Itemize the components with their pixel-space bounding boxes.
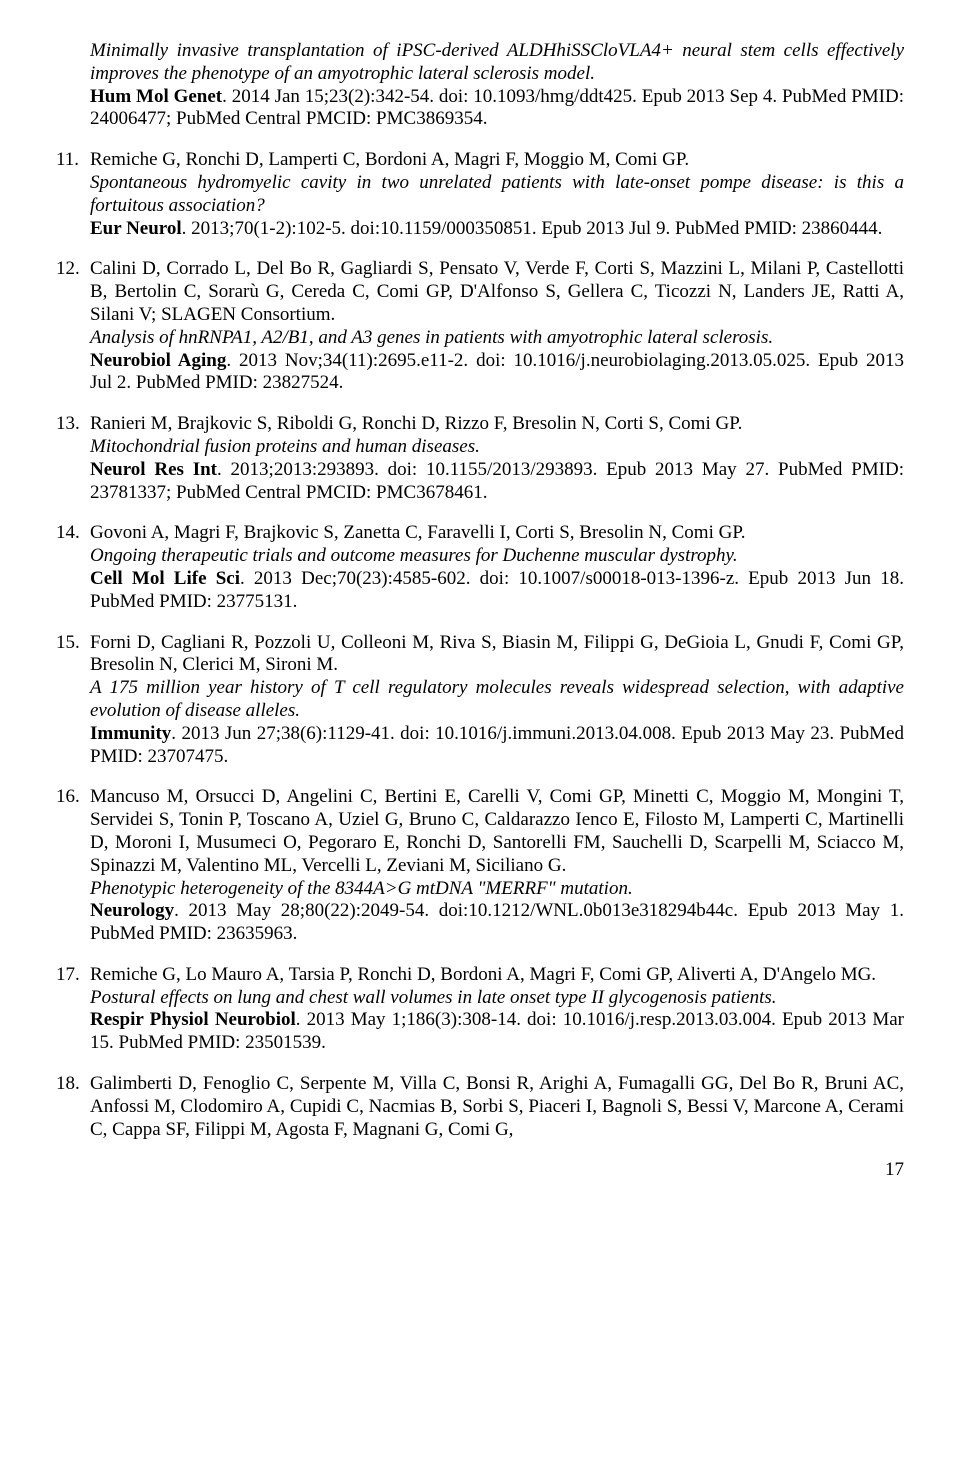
reference-journal: Immunity [90, 723, 171, 744]
reference-authors: Remiche G, Lo Mauro A, Tarsia P, Ronchi … [90, 964, 876, 985]
reference-body: Galimberti D, Fenoglio C, Serpente M, Vi… [90, 1073, 904, 1141]
reference-number: 15. [56, 632, 90, 769]
reference-item: 14.Govoni A, Magri F, Brajkovic S, Zanet… [56, 522, 904, 613]
reference-authors: Govoni A, Magri F, Brajkovic S, Zanetta … [90, 522, 746, 543]
reference-journal: Respir Physiol Neurobiol [90, 1009, 296, 1030]
reference-number: 14. [56, 522, 90, 613]
reference-body: Remiche G, Lo Mauro A, Tarsia P, Ronchi … [90, 964, 904, 1055]
reference-title: Analysis of hnRNPA1, A2/B1, and A3 genes… [90, 327, 773, 348]
reference-authors: Ranieri M, Brajkovic S, Riboldi G, Ronch… [90, 413, 742, 434]
page-number: 17 [56, 1159, 904, 1182]
reference-citation: . 2013 Jun 27;38(6):1129-41. doi: 10.101… [90, 723, 904, 767]
reference-authors: Calini D, Corrado L, Del Bo R, Gagliardi… [90, 258, 904, 325]
reference-body: Remiche G, Ronchi D, Lamperti C, Bordoni… [90, 149, 904, 240]
reference-citation: . 2013;70(1-2):102-5. doi:10.1159/000350… [182, 218, 883, 239]
journal-bold: Hum Mol Genet [90, 86, 222, 107]
reference-item: 13.Ranieri M, Brajkovic S, Riboldi G, Ro… [56, 413, 904, 504]
reference-citation: . 2013 May 28;80(22):2049-54. doi:10.121… [90, 900, 904, 944]
reference-body: Ranieri M, Brajkovic S, Riboldi G, Ronch… [90, 413, 904, 504]
reference-number: 17. [56, 964, 90, 1055]
reference-authors: Forni D, Cagliani R, Pozzoli U, Colleoni… [90, 632, 904, 676]
reference-title: Ongoing therapeutic trials and outcome m… [90, 545, 738, 566]
title-italic: Minimally invasive transplantation of iP… [90, 40, 904, 84]
reference-number: 16. [56, 786, 90, 946]
reference-journal: Neurol Res Int [90, 459, 217, 480]
reference-item: 15.Forni D, Cagliani R, Pozzoli U, Colle… [56, 632, 904, 769]
reference-title: Spontaneous hydromyelic cavity in two un… [90, 172, 904, 216]
reference-authors: Galimberti D, Fenoglio C, Serpente M, Vi… [90, 1073, 904, 1140]
reference-body: Govoni A, Magri F, Brajkovic S, Zanetta … [90, 522, 904, 613]
reference-item: 17.Remiche G, Lo Mauro A, Tarsia P, Ronc… [56, 964, 904, 1055]
reference-item: 18.Galimberti D, Fenoglio C, Serpente M,… [56, 1073, 904, 1141]
reference-body: Forni D, Cagliani R, Pozzoli U, Colleoni… [90, 632, 904, 769]
reference-journal: Neurobiol Aging [90, 350, 226, 371]
reference-number: 18. [56, 1073, 90, 1141]
reference-journal: Cell Mol Life Sci [90, 568, 240, 589]
reference-item: 12.Calini D, Corrado L, Del Bo R, Gaglia… [56, 258, 904, 395]
reference-number: 11. [56, 149, 90, 240]
reference-continuation: Minimally invasive transplantation of iP… [56, 40, 904, 131]
reference-title: Mitochondrial fusion proteins and human … [90, 436, 480, 457]
reference-number: 12. [56, 258, 90, 395]
reference-body: Calini D, Corrado L, Del Bo R, Gagliardi… [90, 258, 904, 395]
reference-title: Phenotypic heterogeneity of the 8344A>G … [90, 878, 633, 899]
reference-authors: Mancuso M, Orsucci D, Angelini C, Bertin… [90, 786, 904, 875]
reference-number: 13. [56, 413, 90, 504]
reference-body: Mancuso M, Orsucci D, Angelini C, Bertin… [90, 786, 904, 946]
reference-item: 11.Remiche G, Ronchi D, Lamperti C, Bord… [56, 149, 904, 240]
reference-journal: Neurology [90, 900, 174, 921]
reference-journal: Eur Neurol [90, 218, 182, 239]
reference-item: 16.Mancuso M, Orsucci D, Angelini C, Ber… [56, 786, 904, 946]
reference-title: A 175 million year history of T cell reg… [90, 677, 904, 721]
reference-authors: Remiche G, Ronchi D, Lamperti C, Bordoni… [90, 149, 689, 170]
reference-title: Postural effects on lung and chest wall … [90, 987, 777, 1008]
